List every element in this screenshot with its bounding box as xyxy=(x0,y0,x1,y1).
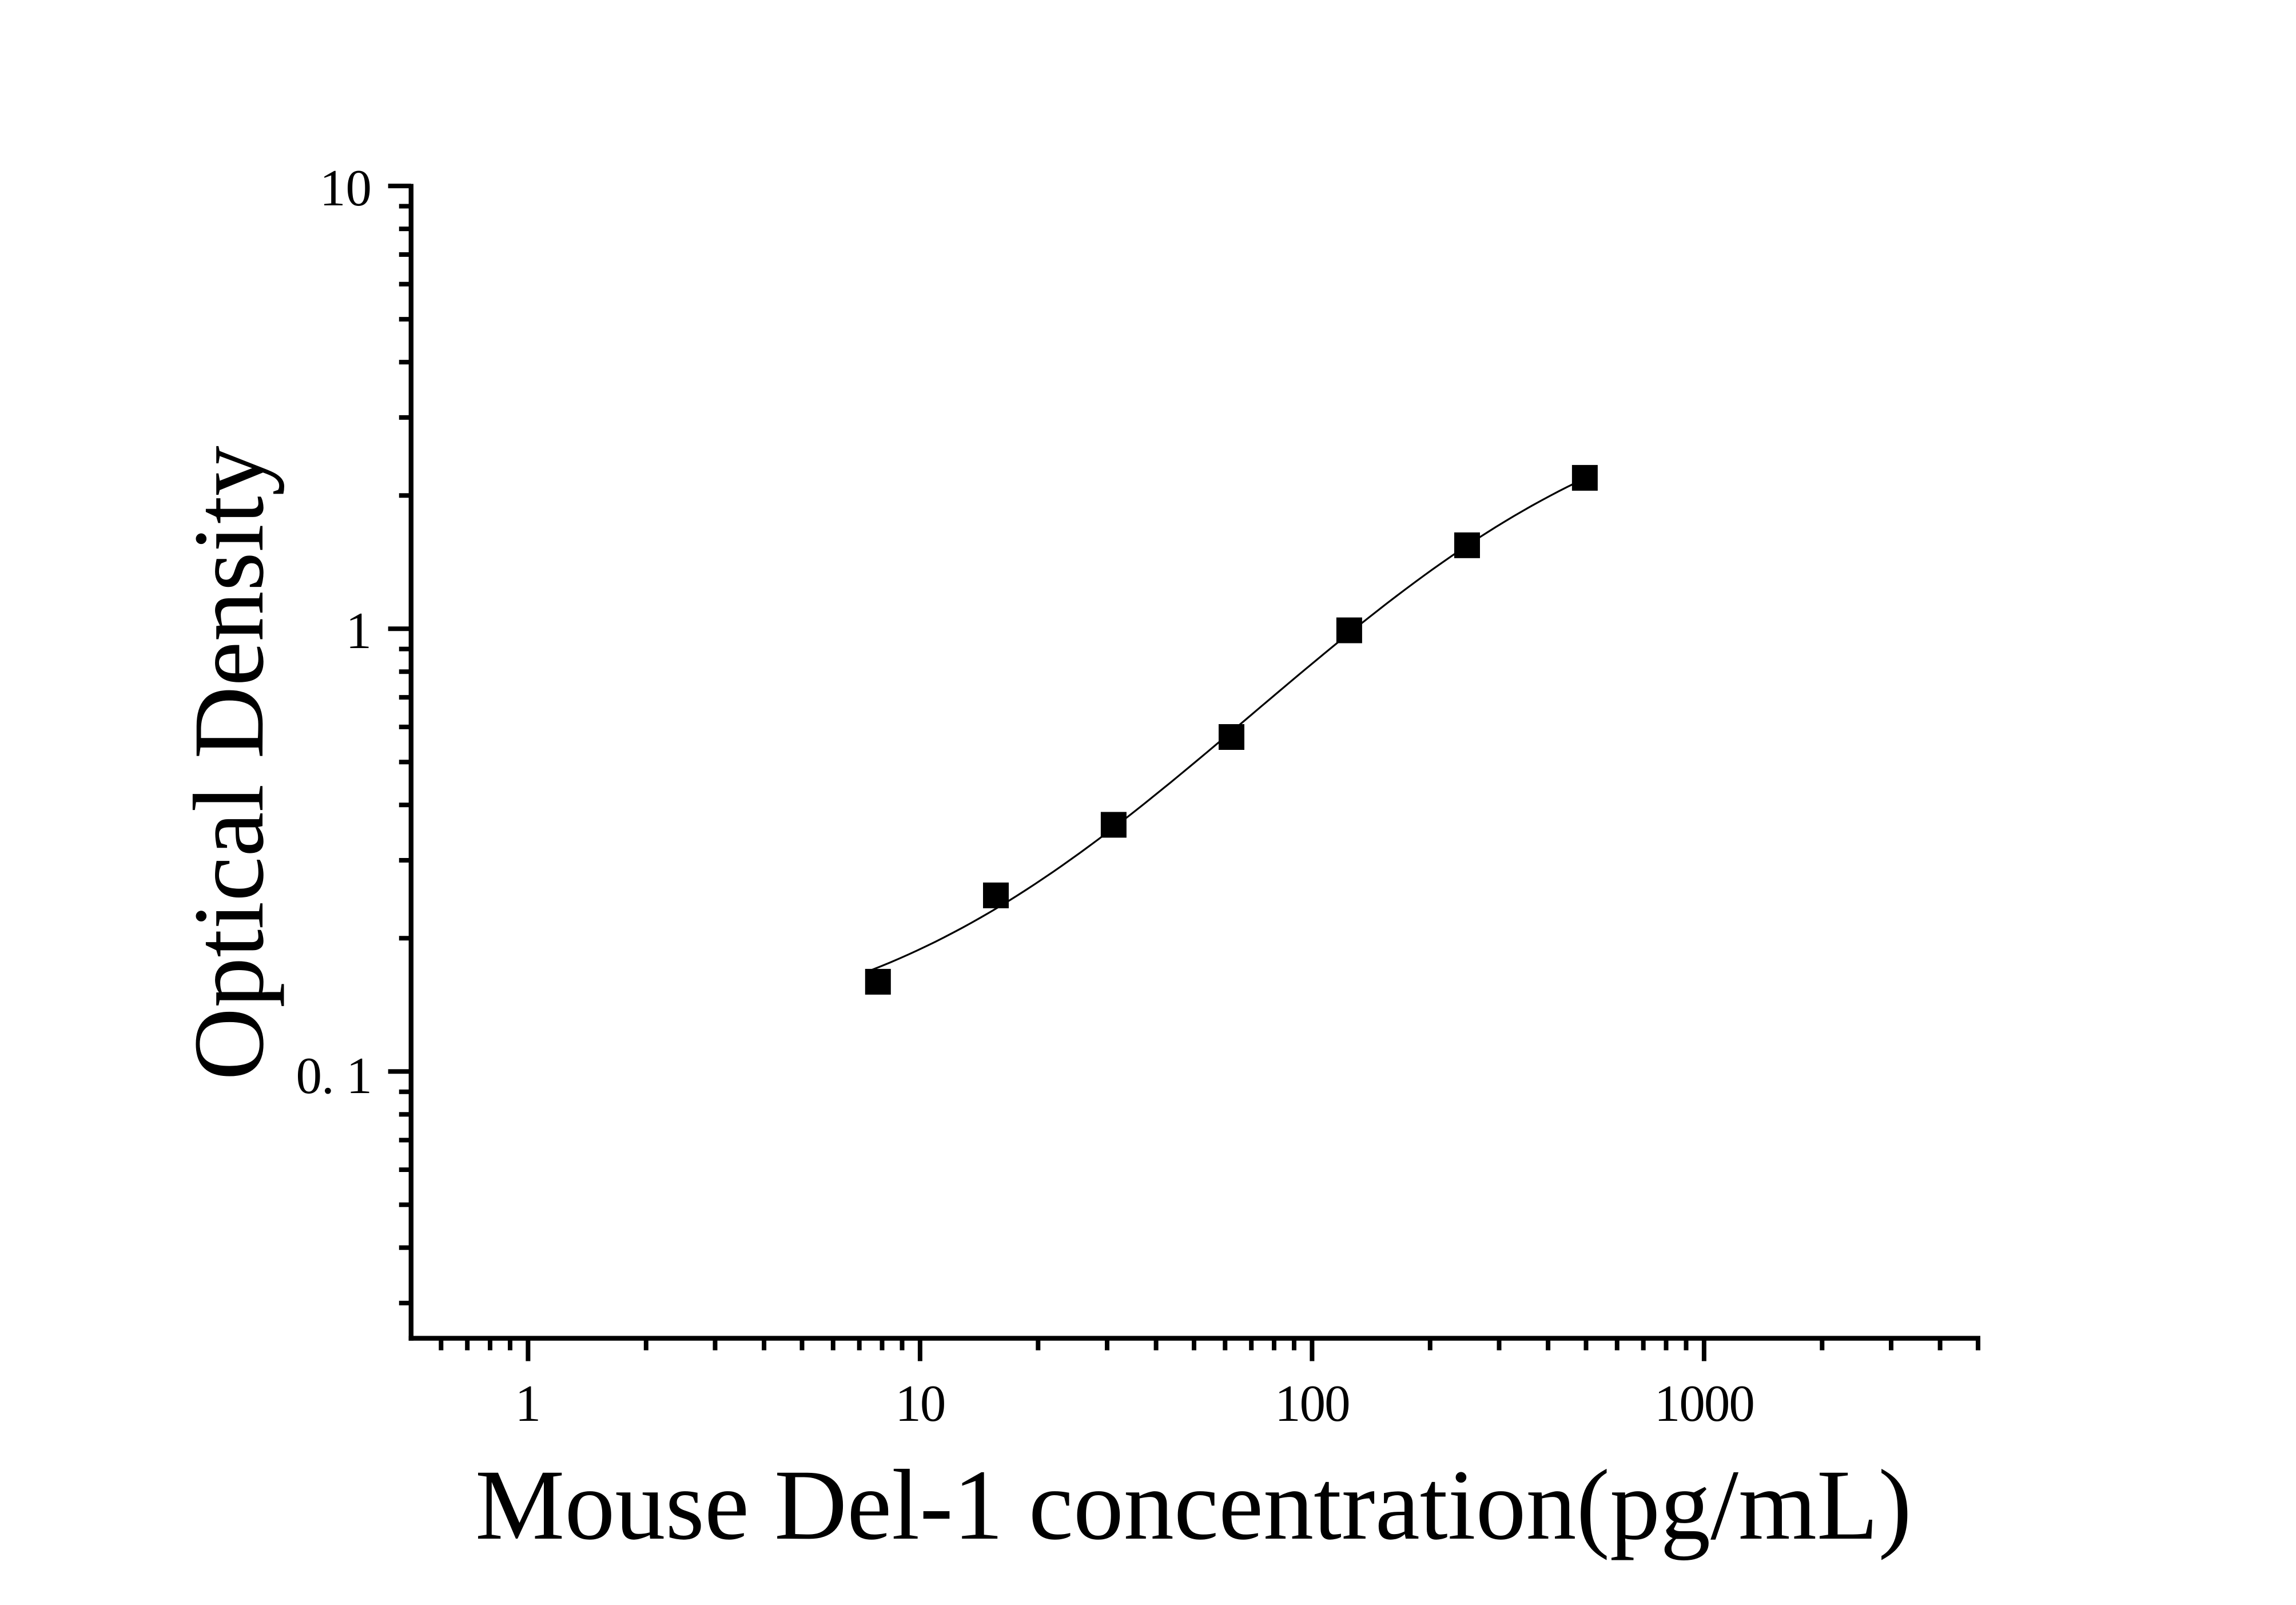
svg-text:1: 1 xyxy=(346,602,372,660)
svg-text:Optical Density: Optical Density xyxy=(173,446,285,1080)
svg-text:10: 10 xyxy=(895,1374,945,1432)
svg-text:0. 1: 0. 1 xyxy=(296,1047,372,1105)
svg-text:1000: 1000 xyxy=(1654,1374,1754,1432)
svg-text:10: 10 xyxy=(320,159,372,217)
svg-text:100: 100 xyxy=(1275,1374,1350,1432)
svg-text:Mouse Del-1 concentration(pg/m: Mouse Del-1 concentration(pg/mL) xyxy=(475,1449,1912,1561)
svg-text:1: 1 xyxy=(515,1374,542,1432)
